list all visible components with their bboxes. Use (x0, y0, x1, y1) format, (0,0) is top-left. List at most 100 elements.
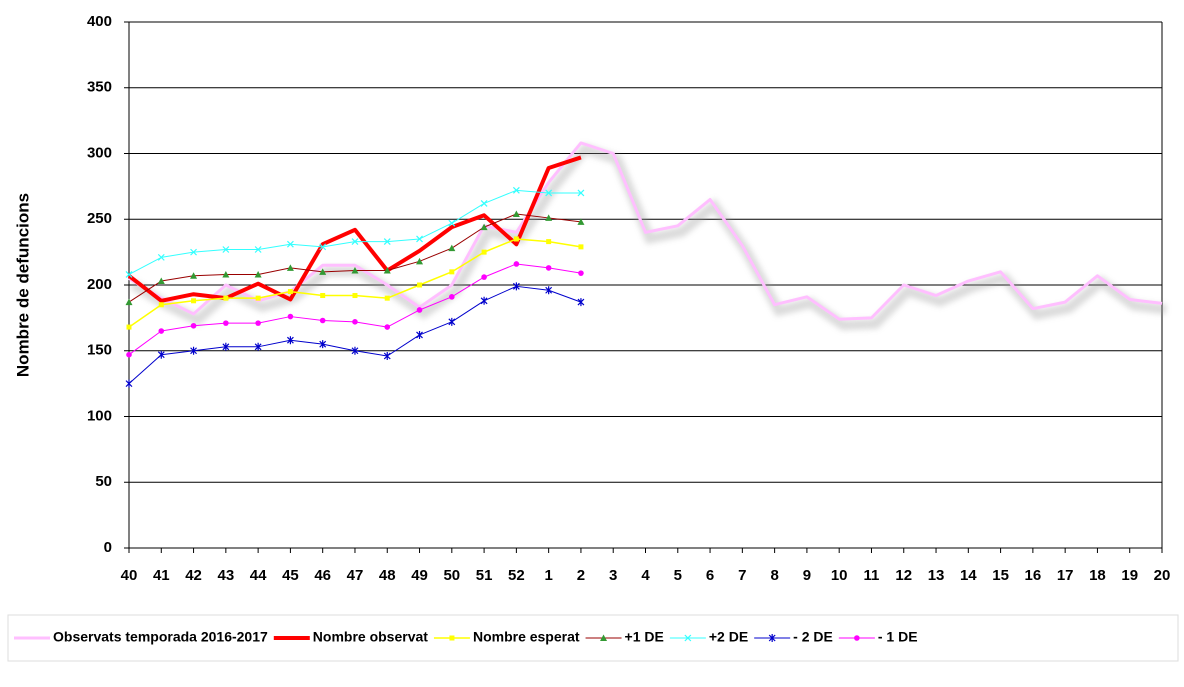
x-tick-label: 48 (379, 567, 396, 584)
marker (512, 282, 520, 291)
marker (416, 235, 423, 243)
y-tick-label: 150 (87, 342, 112, 359)
series (126, 236, 584, 330)
x-tick-label: 18 (1089, 567, 1106, 584)
legend-item: Nombre observat (273, 629, 428, 645)
x-tick-label: 4 (641, 567, 650, 584)
marker (448, 219, 456, 227)
y-tick-label: 100 (87, 407, 112, 424)
x-tick-label: 19 (1121, 567, 1138, 584)
marker (513, 236, 519, 242)
marker (126, 351, 132, 358)
y-tick-label: 50 (95, 473, 112, 490)
series (125, 282, 585, 388)
marker (222, 342, 230, 351)
series (127, 155, 582, 303)
marker (545, 286, 553, 295)
marker (254, 270, 262, 278)
marker (351, 238, 359, 246)
marker (287, 289, 293, 295)
y-tick-label: 250 (87, 210, 112, 227)
x-tick-label: 1 (544, 567, 552, 584)
marker (545, 214, 553, 221)
marker (512, 186, 520, 194)
legend-item: Observats temporada 2016-2017 (14, 629, 268, 645)
x-tick-label: 14 (960, 567, 977, 584)
y-tick-label: 0 (104, 539, 112, 556)
x-tick-label: 44 (250, 567, 267, 584)
marker (125, 271, 133, 278)
legend-item: +2 DE (669, 629, 748, 645)
marker (577, 189, 585, 197)
legend-label: +2 DE (709, 629, 748, 645)
x-tick-label: 51 (476, 567, 493, 584)
y-tick-label: 350 (87, 79, 112, 96)
marker (577, 298, 585, 307)
x-tick-label: 41 (153, 567, 170, 584)
marker (545, 189, 553, 197)
marker (158, 302, 164, 308)
series (125, 186, 585, 278)
marker (600, 634, 608, 641)
x-tick-label: 45 (282, 567, 299, 584)
marker (255, 295, 261, 301)
marker (480, 200, 488, 207)
x-tick-label: 12 (895, 567, 912, 584)
marker (126, 324, 132, 330)
marker (578, 244, 584, 250)
marker (684, 634, 692, 642)
marker (578, 270, 584, 276)
legend-item: - 2 DE (754, 629, 833, 645)
line (127, 155, 582, 303)
marker (416, 307, 423, 313)
marker (254, 246, 262, 253)
y-tick-label: 300 (87, 144, 112, 161)
marker (417, 282, 423, 288)
series (126, 261, 584, 358)
legend-label: - 2 DE (793, 629, 833, 645)
legend-label: - 1 DE (878, 629, 918, 645)
marker (384, 324, 391, 330)
marker (255, 320, 261, 326)
series (125, 210, 585, 306)
marker (480, 296, 488, 305)
y-tick-label: 200 (87, 276, 112, 293)
x-tick-label: 5 (674, 567, 682, 584)
x-tick-label: 3 (609, 567, 617, 584)
marker (513, 261, 520, 267)
line-shadow (130, 143, 1167, 331)
x-tick-label: 42 (185, 567, 202, 584)
marker (416, 330, 423, 339)
marker (319, 243, 327, 251)
marker (351, 267, 359, 274)
marker (449, 269, 455, 275)
x-tick-label: 15 (992, 567, 1009, 584)
marker (352, 293, 358, 299)
marker (222, 246, 230, 253)
legend-item: Nombre esperat (433, 629, 580, 645)
x-tick-label: 50 (443, 567, 460, 584)
marker (191, 298, 197, 304)
marker (157, 350, 165, 359)
marker (416, 257, 424, 265)
legend-label: Observats temporada 2016-2017 (53, 629, 268, 645)
x-tick-label: 13 (928, 567, 945, 584)
marker (768, 634, 776, 642)
marker (125, 298, 133, 306)
marker (319, 268, 327, 275)
marker (383, 352, 391, 361)
x-tick-label: 40 (121, 567, 138, 584)
x-tick-label: 8 (770, 567, 778, 584)
marker (351, 346, 359, 355)
legend-item: - 1 DE (838, 629, 918, 645)
marker (286, 336, 294, 345)
marker (223, 320, 229, 326)
marker (481, 274, 487, 280)
x-tick-label: 52 (508, 567, 525, 584)
marker (449, 635, 455, 641)
x-tick-label: 9 (803, 567, 811, 584)
x-tick-label: 46 (314, 567, 331, 584)
marker (190, 322, 197, 329)
marker (254, 342, 262, 351)
